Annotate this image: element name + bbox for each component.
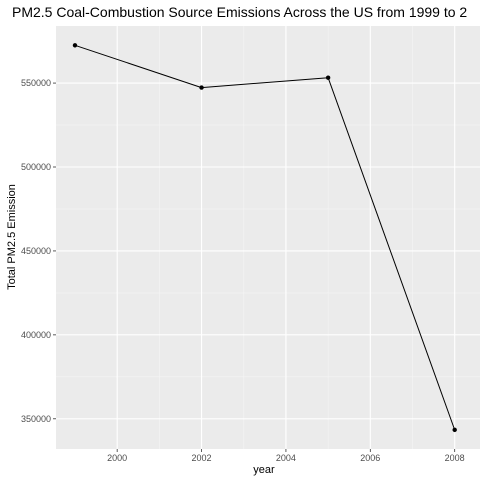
series-emissions [72, 43, 457, 433]
x-tick-label: 2006 [360, 453, 380, 463]
data-point [199, 85, 204, 90]
y-tick-label: 450000 [21, 246, 51, 256]
x-axis-label: year [253, 464, 275, 476]
y-tick-label: 550000 [21, 78, 51, 88]
series-line-segment [327, 77, 456, 431]
data-point [452, 427, 457, 433]
x-tick-label: 2002 [192, 453, 212, 463]
y-tick-label: 350000 [21, 414, 51, 424]
grid-major [56, 26, 480, 449]
x-tick-label: 2008 [445, 453, 465, 463]
x-tick-label: 2000 [107, 453, 127, 463]
plot-panel [56, 26, 480, 449]
data-point [325, 75, 331, 80]
chart-title: PM2.5 Coal-Combustion Source Emissions A… [12, 4, 467, 20]
x-axis: 2000 2002 2004 2006 2008 [107, 449, 465, 463]
y-axis-label: Total PM2.5 Emission [6, 184, 18, 290]
y-tick-label: 400000 [21, 330, 51, 340]
grid-minor [56, 26, 480, 449]
y-axis: 350000 400000 450000 500000 550000 [21, 78, 56, 424]
y-tick-label: 500000 [21, 162, 51, 172]
series-line-segment [201, 77, 329, 89]
series-line-segment [74, 44, 202, 89]
x-tick-label: 2004 [276, 453, 296, 463]
data-point [72, 43, 78, 48]
